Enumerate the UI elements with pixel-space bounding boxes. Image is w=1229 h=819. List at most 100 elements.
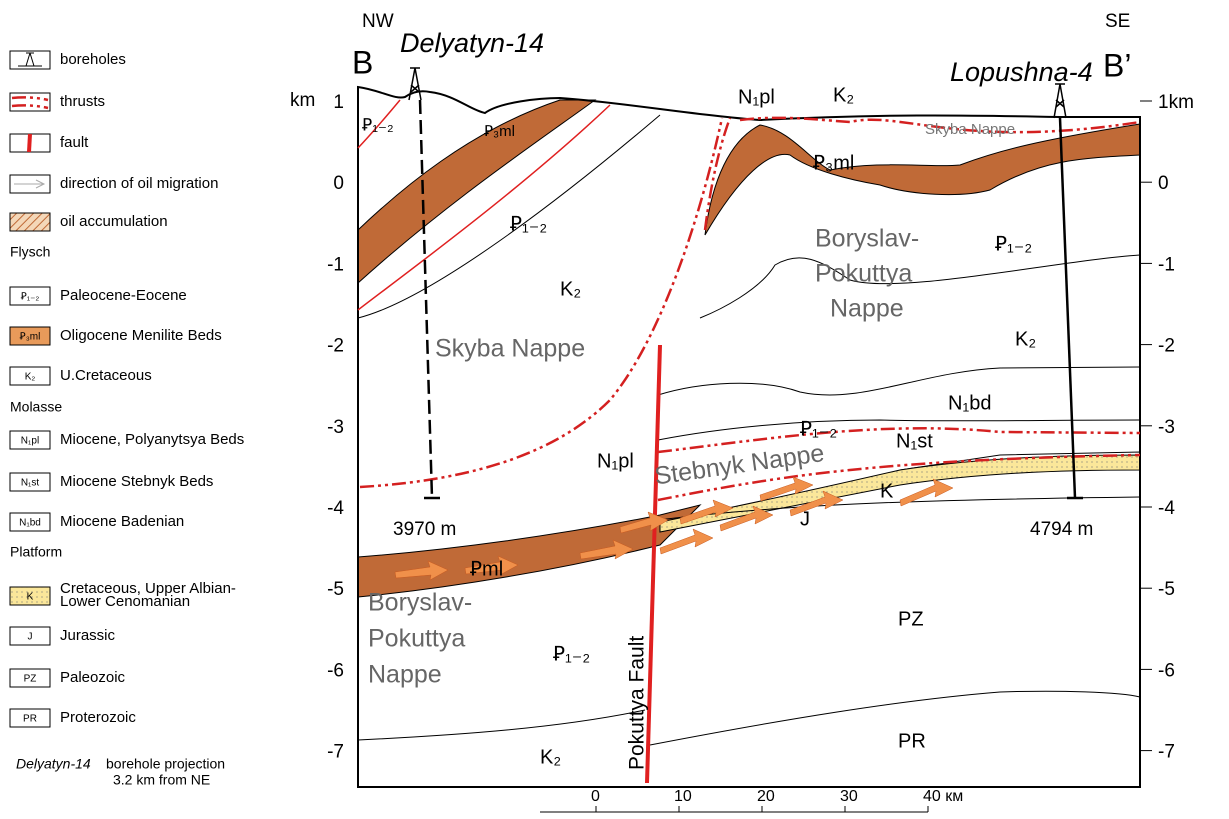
unit-label: N₁pl: [597, 450, 634, 472]
unit-label: Ꝑ₁₋₂: [800, 418, 837, 440]
legend-symbol: N₁st: [21, 478, 40, 489]
direction: NW: [362, 11, 394, 32]
unit-label: Skyba Nappe: [925, 121, 1015, 138]
depth-tick-label: -6: [327, 660, 344, 681]
legend-label: Oligocene Menilite Beds: [60, 327, 222, 344]
scale-label: 0: [591, 788, 600, 805]
depth-tick-label: -4: [1158, 498, 1175, 519]
unit-label: J: [800, 508, 810, 530]
legend-swatch: [9, 626, 51, 646]
legend-label: direction of oil migration: [60, 175, 218, 192]
legend-label: Paleozoic: [60, 669, 126, 686]
direction: SE: [1105, 11, 1130, 32]
section-end: B’: [1103, 47, 1131, 83]
legend-group: Molasse: [10, 399, 62, 415]
borehole-depth: 4794 m: [1030, 519, 1093, 540]
legend-label: thrusts: [60, 93, 105, 110]
borehole-depth: 3970 m: [393, 519, 456, 540]
borehole-name: Delyatyn-14: [400, 28, 544, 58]
legend-label: Cretaceous, Upper Albian-: [60, 580, 236, 597]
unit-label: K₂: [1015, 328, 1036, 350]
section-end: B: [352, 44, 373, 80]
legend-label: fault: [60, 134, 89, 151]
depth-tick-label: 0: [1158, 173, 1169, 194]
legend-swatch: [9, 668, 51, 688]
unit-label: Ꝑml: [470, 558, 503, 580]
unit-label: Ꝑ₃ml: [813, 152, 854, 174]
legend-group: Flysch: [10, 244, 50, 260]
depth-tick-label: -5: [327, 579, 344, 600]
legend-symbol: K₂: [25, 372, 36, 383]
header: NW SE B B’ Delyatyn-14 Lopushna-4 3970 m…: [352, 11, 1131, 540]
legend-label: Miocene, Polyanytsya Beds: [60, 431, 244, 448]
unit-label: PR: [898, 730, 926, 752]
unit-label: N₁pl: [738, 86, 775, 108]
legend-symbol: N₁pl: [21, 436, 39, 447]
legend-symbol: PR: [23, 714, 37, 725]
depth-tick-label: -4: [327, 498, 344, 519]
borehole-name: Lopushna-4: [950, 57, 1093, 87]
depth-tick-label: -7: [1158, 742, 1175, 763]
legend-swatch: [9, 366, 51, 386]
legend-symbol: K: [27, 592, 34, 603]
unit-label: Ꝑ₃ml: [484, 123, 515, 140]
unit-label: N₁bd: [948, 392, 991, 414]
legend-swatch: [9, 708, 51, 728]
scale-label: 20: [757, 788, 775, 805]
legend-swatch: [9, 286, 51, 306]
scale-label: 40 км: [923, 788, 963, 805]
legend-note-name: Delyatyn-14: [16, 756, 91, 772]
nappe-label: Boryslav-: [815, 225, 919, 253]
unit-label: K₂: [833, 84, 854, 106]
legend-group: Platform: [10, 544, 62, 560]
nappe-label: Skyba Nappe: [435, 335, 585, 363]
unit-label: Ꝑ₁₋₂: [362, 115, 394, 134]
depth-tick-label: 1: [333, 92, 344, 113]
scale-label: 30: [840, 788, 858, 805]
axis-unit: km: [290, 90, 315, 111]
legend-symbol: PZ: [24, 674, 37, 685]
legend: boreholes thrusts fault direction of oil mi…: [9, 50, 244, 788]
nappe-label: Pokuttya: [815, 260, 912, 288]
legend-label: Jurassic: [60, 627, 116, 644]
unit-label: K: [880, 480, 894, 502]
legend-label: oil accumulation: [60, 213, 168, 230]
nappe-label: Boryslav-: [368, 589, 472, 617]
depth-tick-label: 0: [333, 173, 344, 194]
legend-swatch: [9, 512, 51, 532]
depth-tick-label: -3: [1158, 417, 1175, 438]
depth-tick-label: -1: [1158, 254, 1175, 275]
legend-symbol: Ꝑ₃ml: [20, 332, 41, 343]
section-labels: Skyba Nappe Boryslav- Pokuttya Nappe Ste…: [362, 84, 1036, 770]
unit-label: K₂: [540, 746, 561, 768]
unit-label: Ꝑ₁₋₂: [995, 233, 1032, 255]
legend-symbol: J: [28, 632, 33, 643]
depth-tick-label: -2: [327, 336, 344, 357]
legend-label: Miocene Badenian: [60, 513, 184, 530]
legend-label: U.Cretaceous: [60, 367, 152, 384]
depth-tick-label: -7: [327, 742, 344, 763]
unit-label: Ꝑ₁₋₂: [510, 213, 547, 235]
legend-label: Proterozoic: [60, 709, 136, 726]
nappe-label: Nappe: [368, 661, 442, 689]
unit-label: N₁st: [896, 430, 933, 452]
legend-swatch: [9, 472, 51, 492]
legend-symbol: N₁bd: [19, 518, 41, 529]
unit-label: Ꝑ₁₋₂: [553, 643, 590, 665]
legend-swatch: [9, 586, 51, 606]
legend-swatch: [9, 430, 51, 450]
legend-label: boreholes: [60, 51, 126, 68]
legend-label: Miocene Stebnyk Beds: [60, 473, 213, 490]
depth-tick-label: -1: [327, 254, 344, 275]
geology: [357, 67, 1141, 788]
depth-tick-label: 1km: [1158, 92, 1194, 113]
legend-note: borehole projection: [106, 756, 225, 772]
nappe-label: Nappe: [830, 295, 904, 323]
fault-label: Pokuttya Fault: [626, 636, 649, 770]
scale-label: 10: [674, 788, 692, 805]
unit-label: K₂: [560, 278, 581, 300]
legend-swatch: [9, 326, 51, 346]
legend-label: Lower Cenomanian: [60, 593, 190, 610]
depth-tick-label: -6: [1158, 660, 1175, 681]
